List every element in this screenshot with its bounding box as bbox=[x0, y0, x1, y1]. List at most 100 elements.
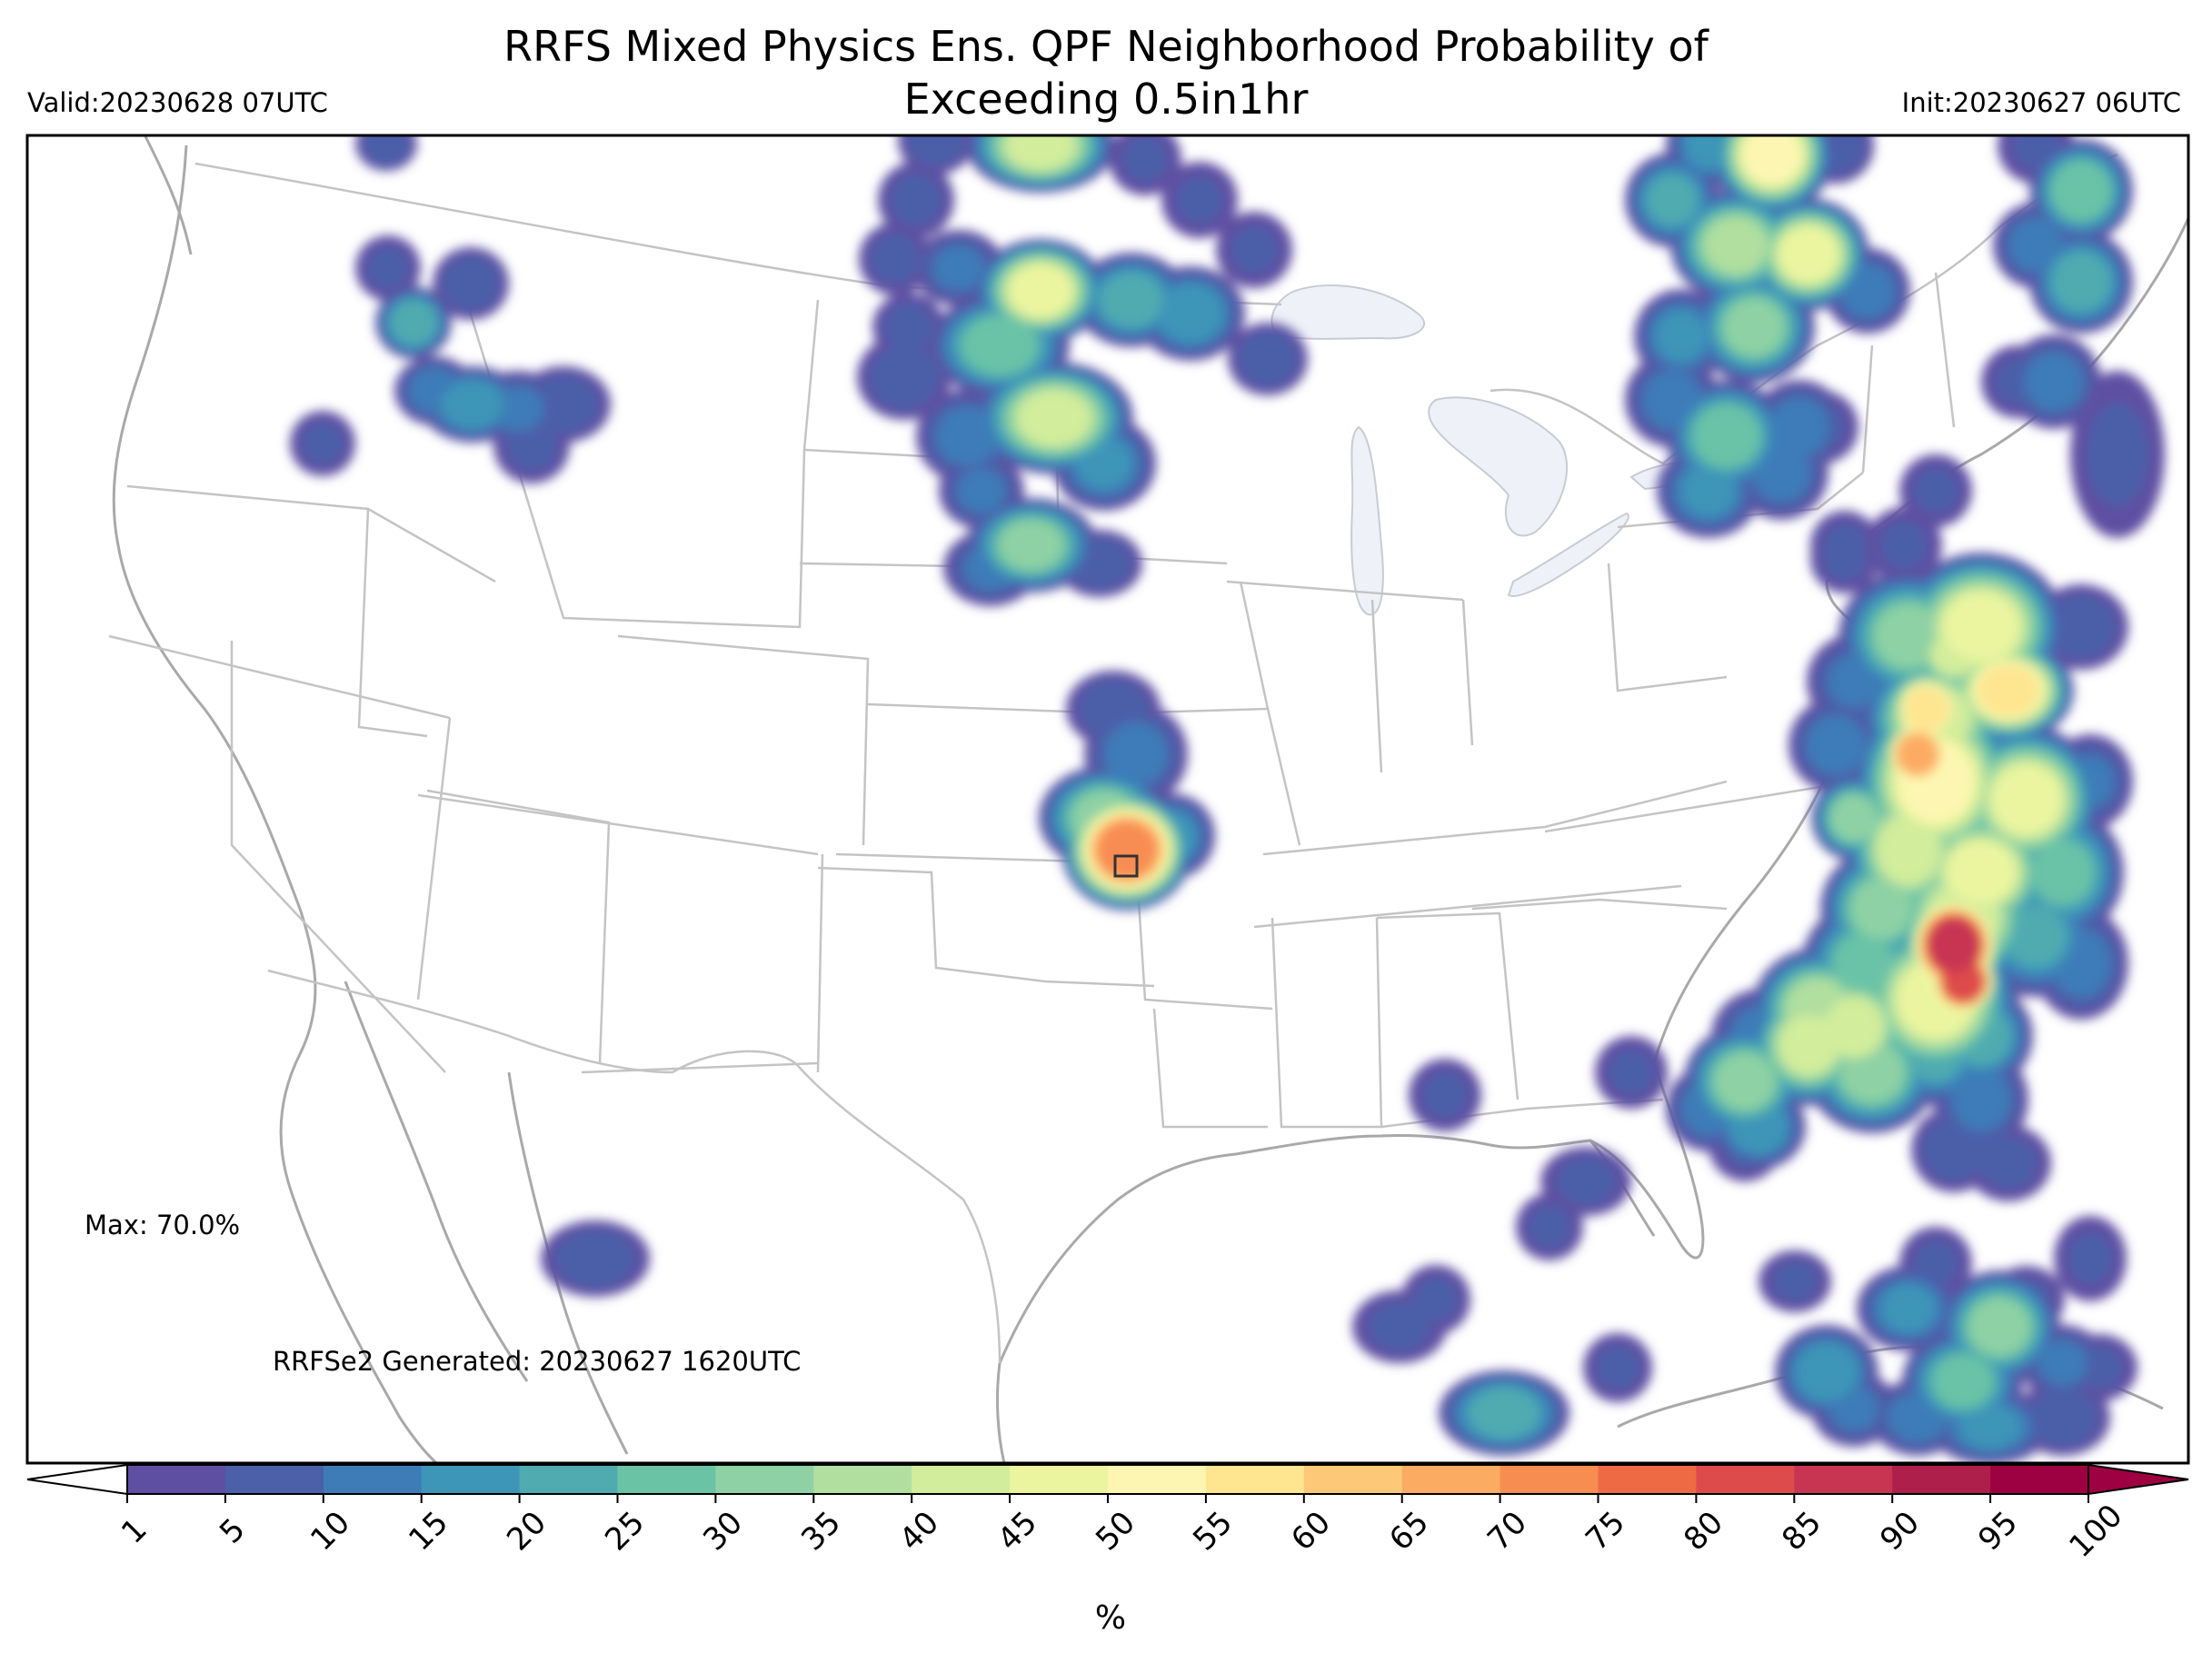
probability-contour bbox=[528, 374, 599, 434]
colorbar-segment bbox=[715, 1465, 814, 1494]
probability-contour bbox=[1969, 1299, 2029, 1355]
colorbar-segment bbox=[1892, 1465, 1991, 1494]
generated-label: RRFSe2 Generated: 20230627 1620UTC bbox=[273, 1346, 801, 1377]
probability-contour bbox=[1951, 1067, 2011, 1132]
probability-contour bbox=[362, 135, 411, 166]
probability-contour bbox=[906, 135, 966, 167]
probability-contour bbox=[1947, 841, 2016, 903]
colorbar-segment bbox=[1108, 1465, 1207, 1494]
colorbar-segment bbox=[224, 1465, 324, 1494]
probability-contour bbox=[1992, 765, 2061, 834]
map-frame bbox=[25, 134, 2190, 1465]
border-co-nm bbox=[417, 793, 819, 856]
probability-contour bbox=[883, 303, 934, 352]
map-title: RRFS Mixed Physics Ens. QPF Neighborhood… bbox=[0, 20, 2212, 125]
colorbar-over-extension bbox=[2087, 1463, 2189, 1496]
probability-contour bbox=[1647, 174, 1698, 225]
colorbar-unit-label: % bbox=[1094, 1599, 1127, 1637]
colorbar-segments bbox=[127, 1465, 2089, 1494]
colorbar-segment bbox=[1205, 1465, 1305, 1494]
border-ky bbox=[1262, 780, 1728, 856]
probability-contour bbox=[962, 316, 1037, 374]
vancouver-island bbox=[144, 135, 193, 255]
probability-contour bbox=[1881, 1285, 1936, 1332]
lake-michigan bbox=[1350, 425, 1384, 616]
probability-contour bbox=[1978, 664, 2039, 717]
probability-contour bbox=[390, 300, 437, 345]
probability-contour bbox=[1779, 1015, 1838, 1075]
probability-contour bbox=[1878, 815, 1939, 884]
probability-contour bbox=[1912, 467, 1959, 514]
probability-contour bbox=[2052, 162, 2110, 220]
probability-contour bbox=[2075, 1346, 2124, 1389]
probability-contour bbox=[1685, 135, 1732, 169]
border-ca-nv bbox=[230, 641, 446, 1073]
probability-contour bbox=[366, 246, 410, 290]
probability-contour bbox=[1121, 135, 1169, 183]
probability-contour bbox=[1833, 933, 1893, 993]
init-time-label: Init:20230627 06UTC bbox=[1901, 87, 2181, 118]
colorbar-segment bbox=[421, 1465, 521, 1494]
border-or-ca bbox=[108, 634, 451, 720]
probability-contour bbox=[1897, 733, 1938, 775]
probability-contour bbox=[1943, 593, 2019, 662]
colorbar-segment bbox=[813, 1465, 912, 1494]
colorbar-segment bbox=[617, 1465, 716, 1494]
probability-contour bbox=[1743, 135, 1801, 184]
colorbar-segment bbox=[912, 1465, 1011, 1494]
probability-contour bbox=[2067, 1232, 2114, 1285]
colorbar-segment bbox=[1696, 1465, 1795, 1494]
probability-contour bbox=[890, 174, 942, 226]
border-ok-tx bbox=[817, 866, 1155, 988]
probability-contour bbox=[1829, 1386, 1878, 1431]
probability-contour bbox=[1528, 1205, 1571, 1249]
probability-contour bbox=[1851, 879, 1911, 939]
probability-contour bbox=[1010, 264, 1071, 317]
probability-contour bbox=[1469, 1388, 1539, 1439]
border-al-ga bbox=[1376, 911, 1520, 1100]
probability-contour bbox=[1018, 390, 1091, 446]
map-title-line1: RRFS Mixed Physics Ens. QPF Neighborhood… bbox=[503, 22, 1709, 71]
border-nm-tx bbox=[816, 853, 824, 1073]
probability-contour bbox=[301, 422, 344, 465]
probability-contour bbox=[1693, 404, 1760, 468]
border-nc-sc bbox=[1471, 898, 1728, 911]
border-wi-il bbox=[1226, 580, 1464, 602]
probability-contour bbox=[1704, 217, 1768, 274]
colorbar-segment bbox=[1794, 1465, 1893, 1494]
probability-contour bbox=[1795, 1343, 1858, 1401]
probability-contour bbox=[554, 1229, 636, 1289]
probability-contour bbox=[1904, 686, 1949, 732]
border-id-east bbox=[357, 508, 428, 738]
colorbar-segment bbox=[1303, 1465, 1403, 1494]
border-az-nm bbox=[581, 1061, 819, 1074]
probability-contour bbox=[1421, 1071, 1469, 1119]
probability-contour bbox=[1103, 722, 1169, 787]
probability-contour bbox=[441, 380, 504, 429]
probability-contour bbox=[1830, 794, 1878, 841]
probability-contour bbox=[2005, 905, 2067, 967]
gulf-coast bbox=[998, 1062, 1705, 1364]
probability-contour bbox=[1875, 604, 1942, 668]
probability-contour bbox=[935, 406, 1001, 466]
probability-contour bbox=[1769, 397, 1829, 457]
probability-contour bbox=[2086, 402, 2149, 507]
probability-contour bbox=[505, 419, 558, 472]
colorbar-segment bbox=[323, 1465, 423, 1494]
probability-contour bbox=[1921, 1117, 1987, 1182]
colorbar-segment bbox=[1401, 1465, 1501, 1494]
border-new-england bbox=[1861, 272, 1956, 473]
border-ms-al bbox=[1270, 917, 1383, 1129]
probability-contour bbox=[1413, 1277, 1459, 1322]
probability-contour bbox=[1608, 1049, 1655, 1096]
mexico-gulf-coast bbox=[996, 1362, 1006, 1463]
probability-contour bbox=[2033, 841, 2093, 904]
max-value-label: Max: 70.0% bbox=[85, 1210, 240, 1240]
border-oh-pa bbox=[1607, 563, 1728, 692]
probability-contour bbox=[1555, 1157, 1617, 1206]
probability-contour bbox=[1933, 1355, 1993, 1408]
border-in-oh bbox=[1370, 599, 1474, 773]
probability-contour bbox=[1806, 715, 1866, 775]
probability-contour bbox=[957, 468, 1006, 513]
